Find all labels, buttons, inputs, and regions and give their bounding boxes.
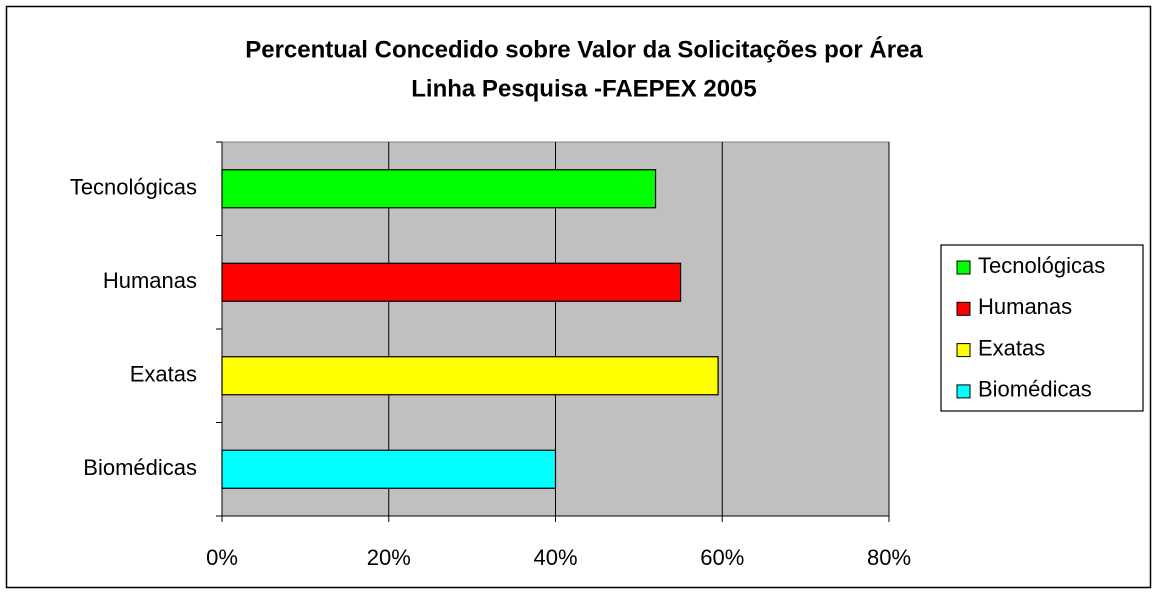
bar	[221, 262, 682, 302]
legend-swatch	[956, 260, 971, 275]
y-tick-label: Tecnológicas	[70, 175, 197, 200]
legend-label: Tecnológicas	[978, 253, 1105, 278]
legend-label: Exatas	[978, 335, 1045, 360]
legend-label: Humanas	[978, 294, 1072, 319]
x-tick-label: 40%	[533, 545, 577, 570]
x-tick-label: 80%	[867, 545, 911, 570]
legend-label: Biomédicas	[978, 377, 1092, 402]
chart-subtitle: Linha Pesquisa -FAEPEX 2005	[411, 75, 756, 102]
y-tick-label: Biomédicas	[83, 455, 197, 480]
legend-swatch	[956, 343, 971, 358]
legend	[940, 244, 1144, 412]
chart-title: Percentual Concedido sobre Valor da Soli…	[245, 35, 923, 63]
x-tick-label: 0%	[206, 545, 238, 570]
bar	[221, 449, 557, 489]
y-tick-label: Exatas	[130, 362, 197, 387]
bar	[221, 356, 719, 396]
legend-swatch	[956, 301, 971, 316]
x-tick-label: 20%	[367, 545, 411, 570]
x-tick-label: 60%	[700, 545, 744, 570]
legend-swatch	[956, 384, 971, 399]
bar	[221, 169, 657, 209]
y-tick-label: Humanas	[103, 268, 197, 293]
